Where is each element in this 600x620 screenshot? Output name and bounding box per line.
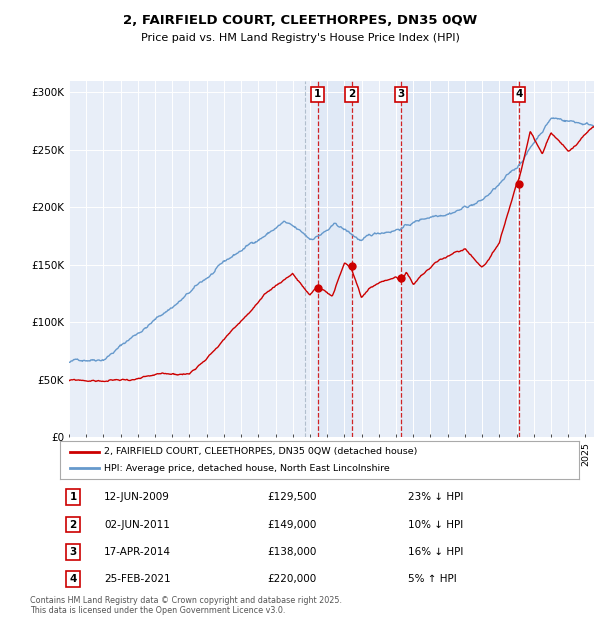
Text: Price paid vs. HM Land Registry's House Price Index (HPI): Price paid vs. HM Land Registry's House … [140,33,460,43]
Text: 2: 2 [348,89,355,99]
Bar [401,81,519,437]
Text: 25-FEB-2021: 25-FEB-2021 [104,574,171,584]
Text: 02-JUN-2011: 02-JUN-2011 [104,520,170,529]
Text: 4: 4 [69,574,77,584]
Text: 12-JUN-2009: 12-JUN-2009 [104,492,170,502]
Text: 1: 1 [314,89,321,99]
Text: £138,000: £138,000 [268,547,317,557]
Text: 2, FAIRFIELD COURT, CLEETHORPES, DN35 0QW (detached house): 2, FAIRFIELD COURT, CLEETHORPES, DN35 0Q… [104,448,418,456]
Text: 3: 3 [397,89,404,99]
Text: HPI: Average price, detached house, North East Lincolnshire: HPI: Average price, detached house, Nort… [104,464,390,472]
Text: £220,000: £220,000 [268,574,317,584]
Text: 1: 1 [70,492,77,502]
Text: 2, FAIRFIELD COURT, CLEETHORPES, DN35 0QW: 2, FAIRFIELD COURT, CLEETHORPES, DN35 0Q… [123,14,477,27]
Bar [317,81,352,437]
Text: 23% ↓ HPI: 23% ↓ HPI [408,492,463,502]
Text: 16% ↓ HPI: 16% ↓ HPI [408,547,463,557]
Text: 10% ↓ HPI: 10% ↓ HPI [408,520,463,529]
Text: 5% ↑ HPI: 5% ↑ HPI [408,574,457,584]
Text: Contains HM Land Registry data © Crown copyright and database right 2025.
This d: Contains HM Land Registry data © Crown c… [30,596,342,615]
Text: 2: 2 [70,520,77,529]
Text: £129,500: £129,500 [268,492,317,502]
Text: 3: 3 [70,547,77,557]
Text: 17-APR-2014: 17-APR-2014 [104,547,171,557]
Text: £149,000: £149,000 [268,520,317,529]
Text: 4: 4 [515,89,523,99]
